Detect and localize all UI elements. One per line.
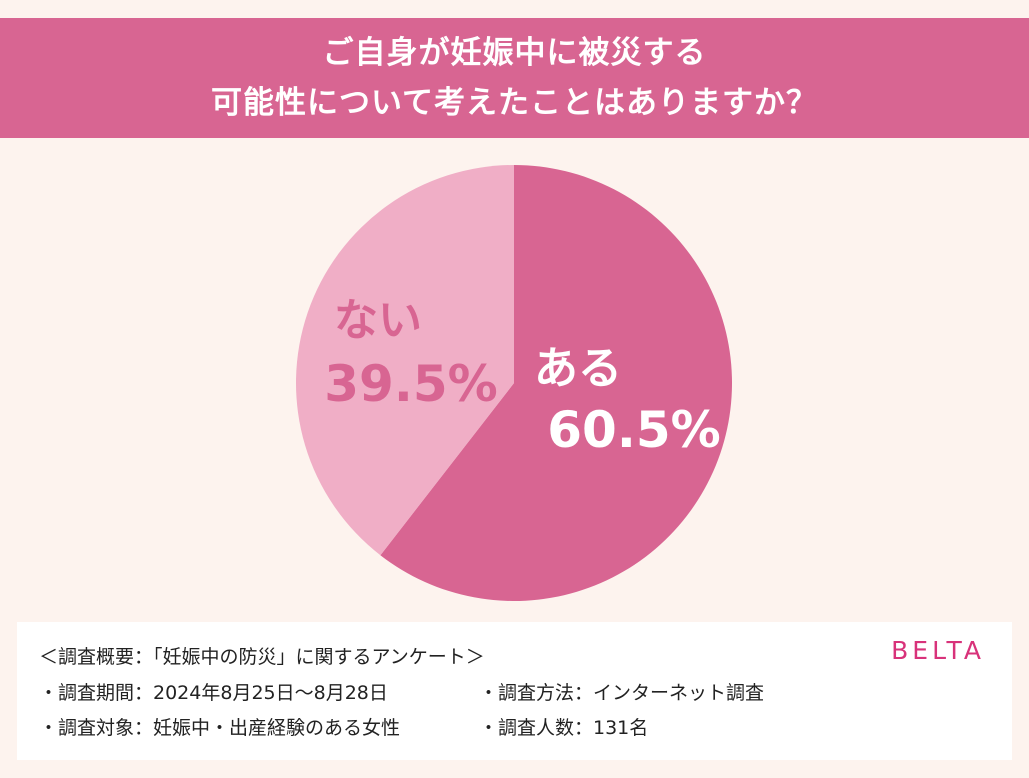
pie-slice-nai xyxy=(295,165,514,556)
pie-category-label: ない xyxy=(334,295,422,346)
survey-info-box: ＜調査概要：「妊娠中の防災」に関するアンケート＞ ・調査期間：2024年8月25… xyxy=(17,622,1012,760)
pie-value-label: 60.5% xyxy=(547,401,720,459)
pie-value-label: 39.5% xyxy=(324,355,497,413)
chart-title-line2: 可能性について考えたことはありますか？ xyxy=(210,85,819,121)
pie-category-label: ある xyxy=(534,343,622,394)
survey-summary: ＜調査概要：「妊娠中の防災」に関するアンケート＞ xyxy=(39,646,485,668)
brand-logo: BELTA xyxy=(891,636,985,665)
survey-count: ・調査人数：131名 xyxy=(479,717,649,739)
pie-chart: ある 60.5% ない 39.5% xyxy=(295,165,732,601)
chart-title-line1: ご自身が妊娠中に被災する xyxy=(322,35,707,71)
pie-slice-aru xyxy=(380,165,732,601)
pie-chart-area: ある 60.5% ない 39.5% xyxy=(0,138,1029,618)
survey-period: ・調査期間：2024年8月25日〜8月28日 xyxy=(39,682,388,704)
chart-title-banner: ご自身が妊娠中に被災する 可能性について考えたことはありますか？ xyxy=(0,18,1029,138)
survey-target: ・調査対象：妊娠中・出産経験のある女性 xyxy=(39,717,401,739)
survey-method: ・調査方法：インターネット調査 xyxy=(479,682,765,704)
